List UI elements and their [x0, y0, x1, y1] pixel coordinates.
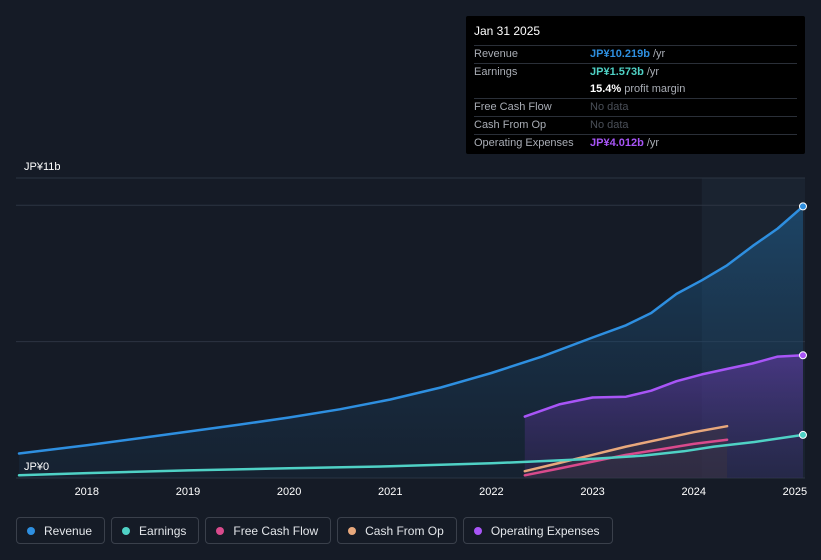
operating-expenses-line — [523, 354, 805, 418]
tooltip-label: Operating Expenses — [474, 137, 574, 149]
series-end-markers — [798, 202, 807, 439]
legend-dot-icon — [348, 526, 357, 535]
tooltip-row-fcf: Free Cash Flow No data — [474, 99, 797, 117]
legend-item-revenue[interactable]: Revenue — [16, 517, 106, 544]
y-axis-top-label: JP¥11b — [24, 161, 61, 173]
x-tick-label: 2022 — [479, 486, 503, 498]
tooltip-label: Cash From Op — [474, 119, 547, 131]
legend-label: Earnings — [139, 523, 187, 538]
tooltip-label: Earnings — [474, 66, 518, 78]
x-tick-label: 2023 — [580, 486, 604, 498]
y-axis-bottom-label: JP¥0 — [24, 461, 49, 473]
tooltip-value: No data — [590, 119, 629, 131]
x-tick-label: 2019 — [176, 486, 200, 498]
free-cash-flow-line — [523, 438, 729, 477]
legend-item-earnings[interactable]: Earnings — [111, 517, 200, 544]
tooltip-row-margin: 15.4% profit margin — [474, 81, 797, 99]
tooltip-row-cfo: Cash From Op No data — [474, 117, 797, 135]
legend-item-free-cash-flow[interactable]: Free Cash Flow — [205, 517, 332, 544]
revenue-marker — [798, 202, 807, 211]
tooltip-date: Jan 31 2025 — [474, 24, 797, 46]
tooltip-unit: profit margin — [624, 83, 686, 95]
earnings-marker — [798, 430, 807, 439]
legend-dot-icon — [122, 526, 131, 535]
series-areas — [19, 206, 803, 478]
earnings-line — [17, 433, 805, 477]
operating-expenses-area — [524, 355, 803, 478]
tooltip-value: No data — [590, 101, 629, 113]
operating-expenses-marker — [798, 351, 807, 360]
tooltip-label — [474, 81, 590, 98]
legend-label: Operating Expenses — [490, 523, 600, 538]
tooltip-value: JP¥10.219b — [590, 48, 650, 60]
tooltip-value: JP¥1.573b — [590, 66, 644, 78]
legend-item-cash-from-op[interactable]: Cash From Op — [337, 517, 457, 544]
data-tooltip: Jan 31 2025 Revenue JP¥10.219b /yr Earni… — [466, 16, 805, 154]
tooltip-row-revenue: Revenue JP¥10.219b /yr — [474, 46, 797, 64]
tooltip-value: 15.4% — [590, 83, 622, 95]
x-tick-label: 2025 — [783, 486, 807, 498]
revenue-line — [17, 205, 805, 455]
legend-item-operating-expenses[interactable]: Operating Expenses — [462, 517, 613, 544]
legend-dot-icon — [216, 526, 225, 535]
legend-label: Cash From Op — [365, 523, 444, 538]
x-axis-ticks: 2018 2019 2020 2021 2022 2023 2024 2025 — [75, 486, 808, 498]
legend-label: Revenue — [44, 523, 93, 538]
tooltip-label: Revenue — [474, 48, 519, 60]
tooltip-row-opex: Operating Expenses JP¥4.012b /yr — [474, 135, 797, 152]
tooltip-unit: /yr — [652, 48, 666, 60]
tooltip-row-earnings: Earnings JP¥1.573b /yr — [474, 64, 797, 81]
x-tick-label: 2021 — [378, 486, 402, 498]
legend-dot-icon — [27, 526, 35, 535]
legend-label: Free Cash Flow — [233, 523, 319, 538]
legend-dot-icon — [473, 526, 482, 535]
tooltip-unit: /yr — [646, 66, 660, 78]
tooltip-value: JP¥4.012b — [590, 137, 644, 149]
tooltip-unit: /yr — [646, 137, 660, 149]
x-tick-label: 2024 — [681, 486, 705, 498]
cash-from-op-line — [523, 424, 729, 473]
chart-area: JP¥11b JP¥0 2018 2019 2020 2021 2022 2023 2024… — [16, 161, 808, 498]
x-tick-label: 2020 — [277, 486, 301, 498]
tooltip-label: Free Cash Flow — [474, 101, 552, 113]
x-tick-label: 2018 — [75, 486, 99, 498]
series-lines — [17, 205, 805, 477]
chart-legend: Revenue Earnings Free Cash Flow Cash Fro… — [16, 517, 613, 544]
